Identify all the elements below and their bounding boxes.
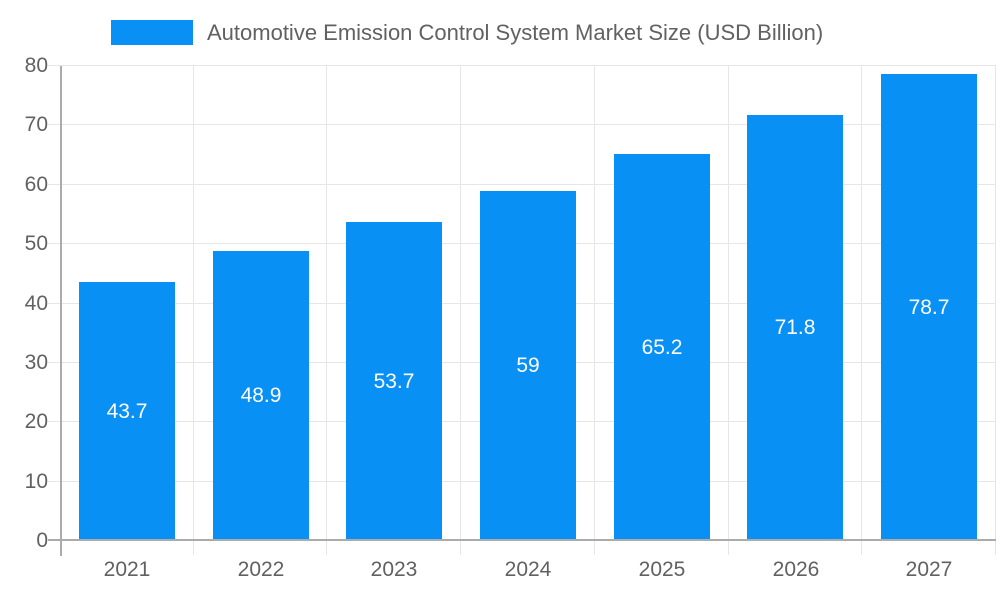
gridline-vertical — [995, 66, 996, 541]
gridline-vertical — [193, 66, 194, 541]
gridline-vertical — [594, 66, 595, 541]
y-axis-tick-label: 80 — [24, 54, 48, 77]
bar-value-label: 48.9 — [240, 384, 282, 407]
y-axis-tick-label: 30 — [24, 351, 48, 374]
bar-value-label: 43.7 — [106, 399, 148, 423]
bar-2024[interactable]: 59 — [480, 191, 576, 541]
bar-2023[interactable]: 53.7 — [346, 222, 442, 541]
x-axis-category-label: 2027 — [905, 558, 953, 581]
legend: Automotive Emission Control System Marke… — [111, 20, 823, 45]
y-axis-tick-label: 20 — [24, 410, 48, 433]
gridline-vertical — [861, 66, 862, 541]
y-axis-line — [60, 66, 62, 556]
bar-value-label: 53.7 — [373, 369, 415, 393]
bar-2025[interactable]: 65.2 — [614, 154, 710, 541]
y-axis-tick-label: 40 — [24, 292, 48, 315]
bar-value-label: 65.2 — [641, 335, 683, 359]
bar-2021[interactable]: 43.7 — [79, 282, 175, 541]
legend-swatch — [111, 20, 193, 45]
bar-2027[interactable]: 78.7 — [881, 74, 977, 541]
x-axis-tick — [995, 541, 996, 555]
x-axis-tick — [861, 541, 862, 555]
y-axis-tick-label: 60 — [24, 173, 48, 196]
gridline-horizontal — [48, 65, 996, 66]
y-axis-tick-label: 70 — [24, 113, 48, 136]
bar-2022[interactable]: 48.9 — [213, 251, 309, 541]
x-axis-tick — [594, 541, 595, 555]
x-axis-category-label: 2026 — [772, 558, 820, 581]
gridline-horizontal — [48, 124, 996, 125]
bar-value-label: 71.8 — [774, 316, 816, 339]
bar-value-label: 78.7 — [908, 295, 950, 319]
x-axis-category-label: 2025 — [638, 558, 686, 581]
legend-label: Automotive Emission Control System Marke… — [207, 19, 824, 45]
gridline-vertical — [460, 66, 461, 541]
x-axis-tick — [728, 541, 729, 555]
plot-area: 43.7 48.9 53.7 59 65.2 71.8 78.7 — [48, 65, 996, 556]
x-axis-tick — [326, 541, 327, 555]
gridline-vertical — [728, 66, 729, 541]
x-axis-tick — [193, 541, 194, 555]
bar-2026[interactable]: 71.8 — [747, 115, 843, 541]
x-axis-tick — [460, 541, 461, 555]
x-axis-category-label: 2022 — [237, 558, 285, 581]
y-axis-tick-label: 10 — [24, 470, 48, 493]
x-axis-line — [48, 539, 996, 541]
gridline-horizontal — [48, 184, 996, 185]
x-axis-category-label: 2023 — [370, 558, 418, 581]
x-axis-category-label: 2024 — [504, 558, 552, 581]
y-axis-tick-label: 0 — [36, 529, 48, 552]
x-axis-category-label: 2021 — [103, 558, 151, 581]
y-axis-tick-label: 50 — [24, 232, 48, 255]
gridline-vertical — [326, 66, 327, 541]
bar-value-label: 59 — [516, 354, 540, 377]
